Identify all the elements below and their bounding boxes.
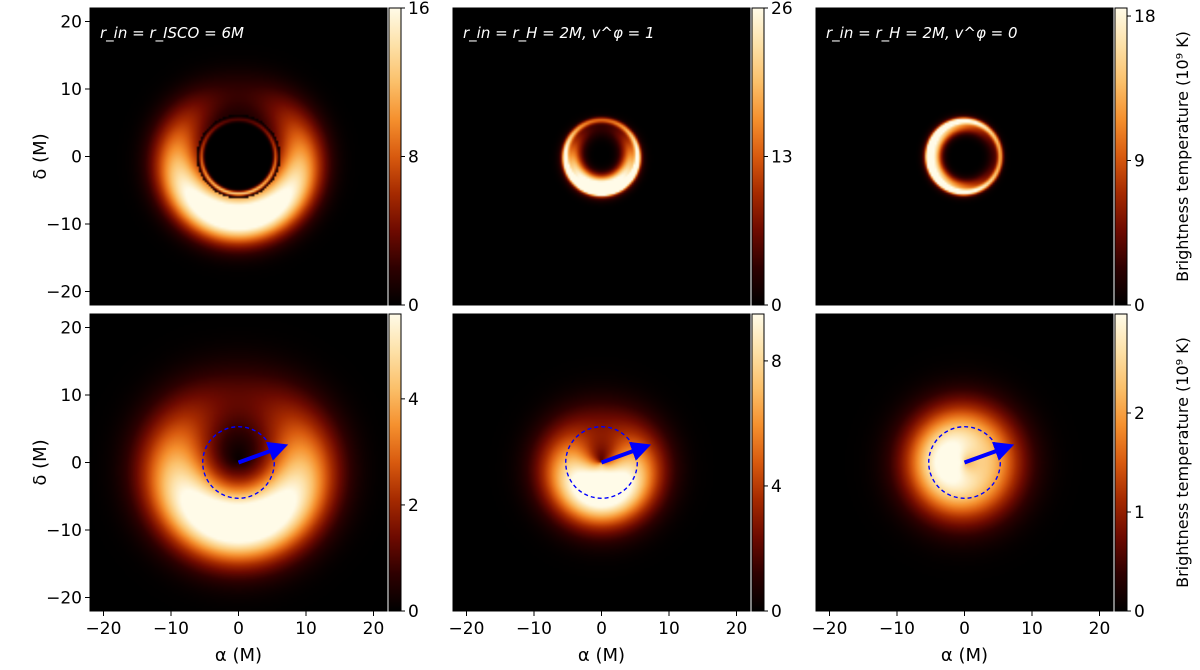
colorbar-tick-label: 0 (771, 296, 782, 316)
colorbar-tick-label: 0 (771, 602, 782, 622)
colorbar (388, 7, 402, 306)
y-tick-label: 0 (71, 454, 82, 474)
colorbar-tick-label: 9 (1134, 152, 1145, 172)
colorbar (1114, 313, 1128, 612)
y-tick-label: 10 (60, 386, 82, 406)
x-tick-label: −10 (879, 619, 915, 639)
direction-arrow (600, 441, 652, 465)
colorbar-tick-label: 0 (1134, 296, 1145, 316)
x-tick-label: 20 (726, 619, 748, 639)
y-tick-label: 20 (60, 319, 82, 339)
x-tick-label: 10 (295, 619, 317, 639)
x-tick-label: −20 (86, 619, 122, 639)
y-tick-label: 20 (60, 13, 82, 33)
axes-frame (452, 7, 751, 306)
colorbar-tick-label: 13 (771, 148, 793, 168)
heatmap-image (90, 8, 387, 305)
direction-arrow (237, 441, 289, 465)
panel-top-left: r_in = r_ISCO = 6M −20 −10 0 10 20 δ (M) 0 8 16 (30, 0, 430, 316)
x-tick-label: 20 (1089, 619, 1111, 639)
y-tick-label: −10 (46, 215, 82, 235)
colorbar (751, 313, 765, 612)
y-tick-label: 10 (60, 80, 82, 100)
x-tick-label: −20 (449, 619, 485, 639)
panel-bottom-left: −20 −10 0 10 20 −20 −10 0 10 20 δ (M) α (M) 0 2 4 (30, 313, 419, 666)
y-axis-label: δ (M) (30, 439, 51, 485)
colorbar-tick-label: 8 (771, 352, 782, 372)
panel-top-right: r_in = r_H = 2M, v^φ = 0 0 9 18 Brightness t… (815, 7, 1192, 316)
colorbar-tick-label: 0 (408, 602, 419, 622)
axes-frame (815, 7, 1114, 306)
x-axis-label: α (M) (215, 645, 262, 666)
colorbar-tick-label: 2 (408, 496, 419, 516)
colorbar-tick-label: 4 (408, 390, 419, 410)
x-tick-label: −10 (153, 619, 189, 639)
x-tick-label: 20 (363, 619, 385, 639)
colorbar (751, 7, 765, 306)
panel-bottom-right: −20 −10 0 10 20 α (M) 0 1 2 Brightness temperatur… (812, 313, 1192, 666)
colorbar-label: Brightness temperature (10⁹ K) (1173, 337, 1192, 588)
x-tick-label: −10 (516, 619, 552, 639)
y-tick-label: −20 (46, 283, 82, 303)
panel-annotation: r_in = r_H = 2M, v^φ = 0 (826, 24, 1018, 43)
colorbar-label: Brightness temperature (10⁹ K) (1173, 31, 1192, 282)
panel-annotation: r_in = r_ISCO = 6M (100, 24, 244, 43)
x-tick-label: −20 (812, 619, 848, 639)
colorbar-tick-label: 1 (1134, 503, 1145, 523)
colorbar-tick-label: 18 (1134, 7, 1156, 27)
x-tick-label: 0 (596, 619, 607, 639)
x-tick-label: 10 (658, 619, 680, 639)
colorbar-tick-label: 0 (1134, 602, 1145, 622)
colorbar-tick-label: 8 (408, 148, 419, 168)
dashed-circle (928, 426, 1001, 499)
y-axis-label: δ (M) (30, 133, 51, 179)
x-tick-label: 10 (1021, 619, 1043, 639)
x-tick-label: 0 (233, 619, 244, 639)
colorbar (1114, 7, 1128, 306)
colorbar-tick-label: 2 (1134, 404, 1145, 424)
x-tick-label: 0 (959, 619, 970, 639)
dashed-circle (565, 426, 638, 499)
x-axis-label: α (M) (941, 645, 988, 666)
colorbar-tick-label: 16 (408, 0, 430, 19)
colorbar-tick-label: 0 (408, 296, 419, 316)
y-tick-label: 0 (71, 148, 82, 168)
panel-annotation: r_in = r_H = 2M, v^φ = 1 (463, 24, 655, 43)
heatmap-image (453, 8, 750, 305)
direction-arrow (963, 441, 1015, 465)
heatmap-image (816, 8, 1113, 305)
y-tick-label: −20 (46, 589, 82, 609)
colorbar-tick-label: 26 (771, 0, 793, 19)
panel-top-middle: r_in = r_H = 2M, v^φ = 1 0 13 26 (452, 0, 793, 316)
y-tick-label: −10 (46, 521, 82, 541)
x-axis-label: α (M) (578, 645, 625, 666)
colorbar (388, 313, 402, 612)
panel-bottom-middle: −20 −10 0 10 20 α (M) 0 4 8 (449, 313, 782, 666)
colorbar-tick-label: 4 (771, 477, 782, 497)
dashed-circle (202, 426, 275, 499)
